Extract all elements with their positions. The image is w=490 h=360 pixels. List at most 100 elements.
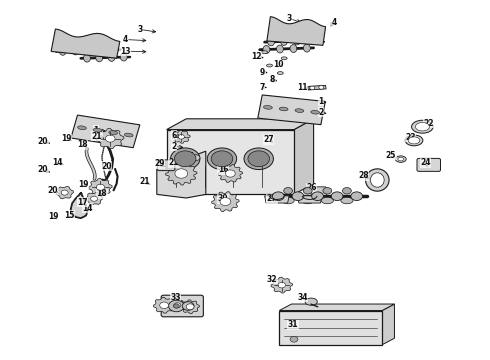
Polygon shape (157, 151, 206, 198)
Polygon shape (56, 186, 74, 199)
Circle shape (312, 192, 323, 201)
Circle shape (248, 151, 270, 167)
Text: 2: 2 (318, 108, 323, 117)
Polygon shape (172, 130, 190, 143)
Polygon shape (97, 129, 124, 149)
Text: 22: 22 (423, 119, 434, 128)
Polygon shape (167, 119, 314, 130)
Text: 20: 20 (38, 166, 49, 175)
Ellipse shape (108, 54, 115, 61)
Ellipse shape (277, 72, 283, 75)
Text: 19: 19 (61, 134, 72, 143)
Ellipse shape (262, 51, 268, 54)
Polygon shape (218, 165, 243, 183)
Text: 6: 6 (172, 131, 176, 140)
Circle shape (182, 302, 194, 310)
Ellipse shape (83, 54, 91, 62)
FancyBboxPatch shape (157, 160, 175, 171)
Circle shape (171, 148, 200, 170)
Ellipse shape (281, 57, 287, 60)
Ellipse shape (398, 157, 404, 161)
Text: 20: 20 (38, 137, 49, 146)
Polygon shape (294, 119, 314, 194)
Text: 23: 23 (405, 133, 416, 142)
Text: 1: 1 (318, 97, 323, 106)
Ellipse shape (93, 128, 102, 132)
Ellipse shape (96, 54, 103, 62)
Text: 30: 30 (218, 194, 228, 203)
FancyBboxPatch shape (161, 295, 203, 317)
Ellipse shape (124, 133, 133, 137)
Ellipse shape (311, 111, 319, 114)
Polygon shape (85, 193, 103, 205)
Text: 21: 21 (169, 158, 179, 167)
Text: 1: 1 (93, 126, 98, 135)
Text: 12: 12 (251, 53, 262, 62)
Text: 3: 3 (287, 14, 292, 23)
Circle shape (173, 304, 179, 308)
Text: 27: 27 (267, 194, 277, 203)
Text: 33: 33 (170, 292, 181, 302)
Circle shape (292, 192, 304, 201)
Circle shape (225, 170, 235, 177)
Circle shape (91, 196, 98, 201)
Ellipse shape (341, 197, 353, 204)
Text: 5: 5 (189, 152, 194, 161)
Text: 4: 4 (332, 18, 337, 27)
Ellipse shape (370, 173, 384, 187)
Circle shape (343, 188, 351, 194)
Circle shape (211, 151, 233, 167)
Text: 10: 10 (273, 60, 284, 69)
Text: 3: 3 (137, 25, 142, 34)
Text: 16: 16 (218, 166, 228, 175)
Circle shape (319, 86, 324, 89)
Polygon shape (382, 304, 394, 345)
Text: 14: 14 (82, 204, 93, 212)
Text: 17: 17 (77, 198, 88, 207)
Polygon shape (89, 179, 112, 196)
Circle shape (175, 169, 188, 178)
Circle shape (303, 188, 312, 194)
Polygon shape (153, 297, 175, 313)
Text: 24: 24 (420, 158, 431, 167)
FancyBboxPatch shape (167, 130, 294, 194)
Ellipse shape (366, 169, 389, 191)
Circle shape (351, 192, 363, 201)
Circle shape (61, 190, 68, 195)
Ellipse shape (282, 197, 294, 204)
Polygon shape (258, 95, 325, 125)
Circle shape (186, 304, 194, 310)
Polygon shape (265, 196, 289, 203)
Text: 18: 18 (97, 189, 107, 198)
Text: 4: 4 (122, 35, 127, 44)
Circle shape (220, 198, 231, 206)
Text: 20: 20 (101, 162, 112, 171)
Polygon shape (166, 162, 197, 185)
Text: 31: 31 (288, 320, 298, 329)
Text: 21: 21 (92, 132, 102, 141)
Text: 25: 25 (386, 151, 396, 160)
Polygon shape (297, 196, 322, 203)
Text: 13: 13 (120, 47, 130, 56)
Ellipse shape (416, 122, 429, 131)
Ellipse shape (295, 109, 304, 112)
Ellipse shape (395, 156, 406, 162)
Ellipse shape (263, 45, 270, 53)
Text: 20: 20 (48, 186, 58, 195)
Circle shape (310, 86, 315, 90)
Text: 19: 19 (78, 180, 89, 189)
Ellipse shape (405, 135, 423, 146)
Ellipse shape (110, 46, 117, 54)
Polygon shape (212, 192, 239, 212)
Ellipse shape (270, 79, 276, 82)
FancyBboxPatch shape (417, 158, 441, 171)
Text: 34: 34 (297, 292, 308, 302)
Text: 9: 9 (260, 68, 265, 77)
Ellipse shape (59, 48, 66, 55)
FancyBboxPatch shape (279, 310, 382, 345)
Text: 18: 18 (77, 140, 88, 149)
Ellipse shape (280, 37, 287, 45)
Polygon shape (170, 300, 185, 311)
Circle shape (290, 336, 298, 342)
Text: 13: 13 (308, 36, 319, 45)
